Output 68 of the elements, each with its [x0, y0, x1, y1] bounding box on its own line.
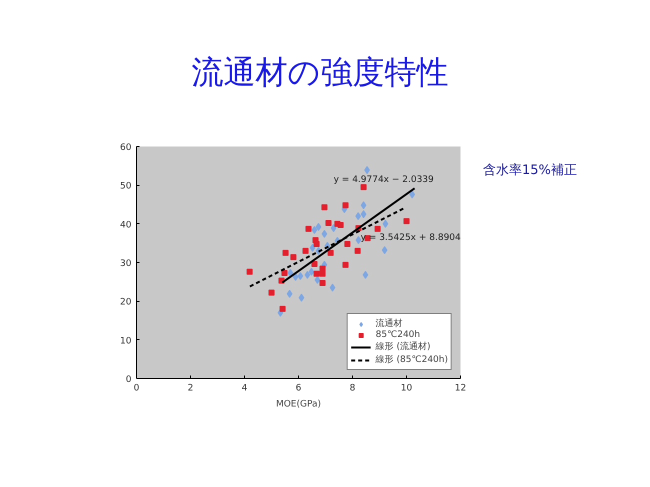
y-tick-label: 60 — [120, 143, 132, 153]
point — [290, 254, 296, 260]
point — [310, 244, 316, 252]
x-axis-title: MOE(GPa) — [276, 400, 322, 410]
point — [328, 250, 334, 256]
point — [314, 240, 320, 247]
point — [305, 226, 312, 232]
point — [342, 262, 348, 268]
y-tick-label: 30 — [120, 259, 132, 269]
point — [355, 212, 362, 220]
point — [298, 294, 304, 302]
y-tick-label: 0 — [126, 375, 132, 385]
point — [342, 202, 348, 208]
y-tick-label: 40 — [120, 220, 132, 230]
point — [362, 270, 368, 279]
point — [344, 240, 350, 247]
point — [316, 222, 322, 231]
x-tick-label: 10 — [400, 384, 412, 394]
point — [304, 270, 310, 279]
point — [312, 226, 318, 234]
text: 含水率15%補正 — [483, 162, 577, 180]
legend-label: 線形 (流通材) — [376, 340, 431, 353]
y-tick-label: 20 — [120, 298, 132, 308]
point — [321, 204, 328, 210]
point — [382, 220, 388, 228]
legend-label: 線形 (85℃240h) — [376, 354, 448, 366]
x-tick-label: 6 — [296, 384, 302, 394]
x-tick-label: 12 — [454, 384, 466, 394]
y-tick-label: 10 — [120, 336, 132, 346]
point — [302, 248, 309, 254]
point — [288, 268, 294, 277]
point — [360, 210, 366, 218]
point — [298, 272, 304, 280]
point — [360, 201, 366, 210]
point — [322, 230, 328, 238]
point — [330, 284, 336, 292]
chart-title: 流通材の強度特性 — [192, 52, 448, 92]
x-tick-label: 0 — [134, 384, 140, 394]
point — [320, 280, 326, 286]
point — [325, 220, 332, 226]
y-tick-label: 50 — [120, 182, 132, 192]
point — [404, 218, 410, 224]
point — [382, 246, 388, 254]
point — [246, 268, 253, 275]
point — [356, 236, 362, 244]
point — [364, 166, 370, 174]
point — [314, 276, 320, 284]
point — [280, 306, 286, 312]
x-tick-label: 8 — [350, 384, 356, 394]
annotation: y = 4.9774x − 2.0339 — [334, 175, 434, 186]
point — [374, 226, 381, 232]
point — [281, 270, 288, 276]
point — [308, 268, 314, 276]
legend-label: 流通材 — [376, 318, 403, 330]
x-tick-label: 4 — [242, 384, 248, 394]
point — [360, 184, 367, 190]
point — [282, 250, 289, 256]
point — [314, 270, 320, 277]
point — [338, 222, 344, 228]
point — [320, 270, 326, 277]
point — [409, 190, 416, 198]
point — [354, 248, 361, 254]
point — [268, 290, 274, 296]
point — [311, 261, 318, 268]
point — [330, 224, 336, 232]
legend-label: 85℃240h — [376, 330, 420, 340]
point — [286, 290, 292, 298]
x-tick-label: 2 — [188, 384, 194, 394]
